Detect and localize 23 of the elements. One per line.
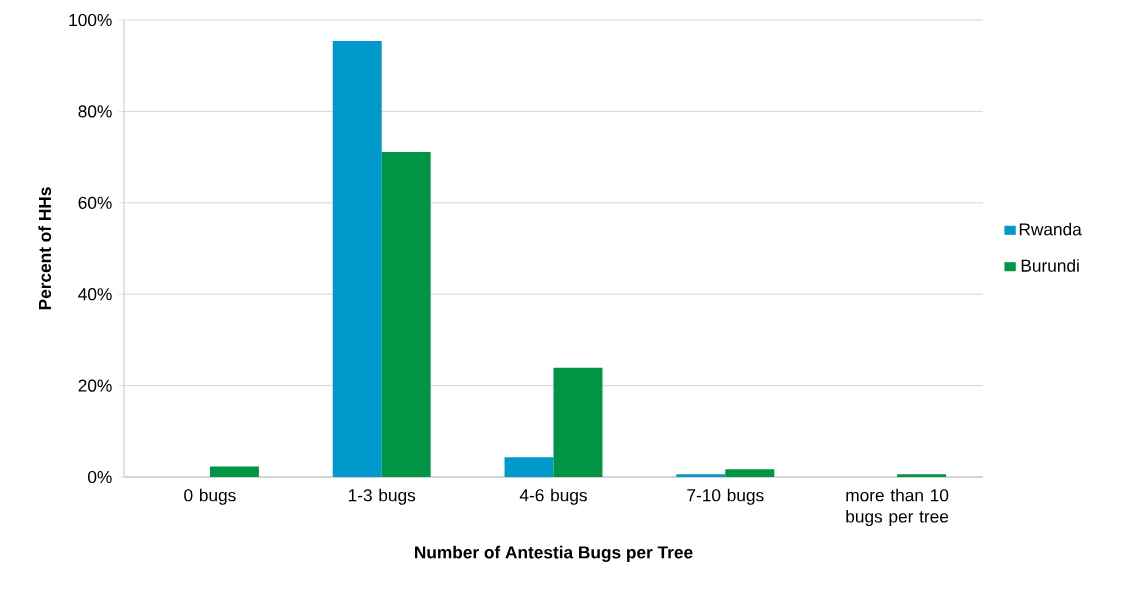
bar xyxy=(897,474,947,477)
legend-label: Rwanda xyxy=(1019,222,1082,236)
y-tick-label: 20% xyxy=(78,379,112,392)
x-tick-label: 1-3 bugs xyxy=(348,488,416,505)
y-tick-label: 100% xyxy=(69,13,112,27)
x-axis-title: Number of Antestia Bugs per Tree xyxy=(415,545,693,562)
bar xyxy=(676,474,726,477)
x-tick-label: 4-6 bugs xyxy=(519,488,587,505)
y-tick-label: 40% xyxy=(78,288,112,301)
x-tick-label: 0 bugs xyxy=(184,488,236,505)
y-axis-title: Percent of HHs xyxy=(38,187,52,310)
legend-label: Burundi xyxy=(1021,259,1079,272)
bar xyxy=(209,466,259,477)
bar xyxy=(504,457,554,477)
y-tick-label: 0% xyxy=(88,470,112,484)
y-tick-label: 80% xyxy=(78,105,112,118)
x-tick-label: 7-10 bugs xyxy=(687,488,764,505)
bar xyxy=(381,152,431,477)
bar xyxy=(553,367,603,477)
x-tick-label: more than 10 bugs per tree xyxy=(846,488,949,527)
bar xyxy=(725,469,775,477)
y-tick-label: 60% xyxy=(78,196,112,209)
bar xyxy=(332,41,382,477)
